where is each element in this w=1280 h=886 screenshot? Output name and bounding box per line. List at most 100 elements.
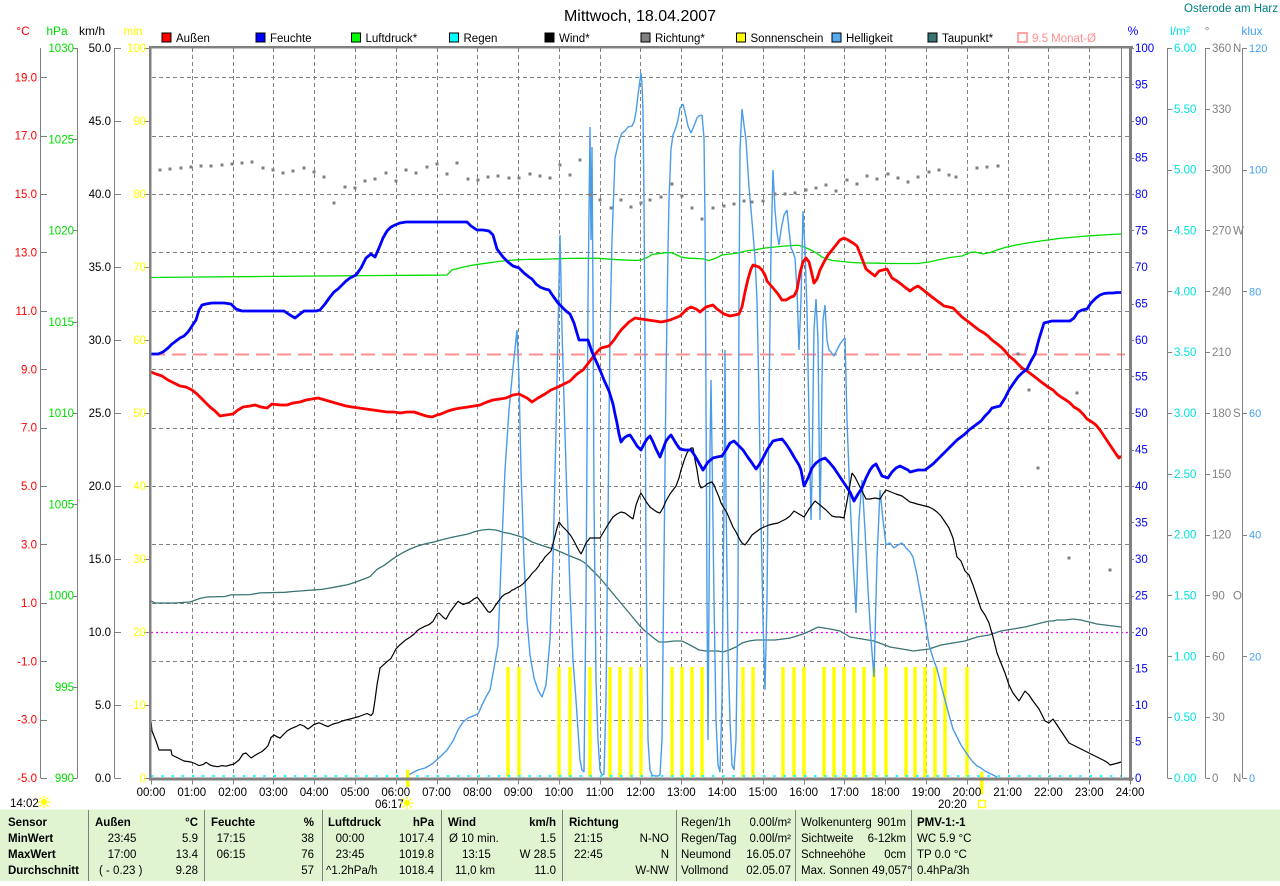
svg-text:10: 10 (1135, 700, 1148, 712)
svg-text:Vollmond: Vollmond (681, 865, 728, 877)
svg-text:5.00: 5.00 (1174, 165, 1196, 177)
svg-text:80: 80 (133, 189, 146, 201)
svg-text:°C: °C (16, 24, 30, 38)
svg-text:Durchschnitt: Durchschnitt (8, 865, 79, 877)
svg-text:3.50: 3.50 (1174, 347, 1196, 359)
svg-text:0.00: 0.00 (1174, 773, 1196, 785)
svg-text:30: 30 (1135, 554, 1148, 566)
svg-text:901m: 901m (877, 817, 906, 829)
svg-text:0.00l/m²: 0.00l/m² (749, 833, 791, 845)
svg-text:330: 330 (1212, 104, 1231, 116)
svg-text:22:00: 22:00 (1034, 787, 1063, 799)
svg-text:01:00: 01:00 (177, 787, 206, 799)
svg-text:4.00: 4.00 (1174, 286, 1196, 298)
svg-text:30: 30 (133, 554, 146, 566)
svg-text:20: 20 (1249, 651, 1261, 663)
svg-text:Mittwoch, 18.04.2007: Mittwoch, 18.04.2007 (564, 8, 716, 25)
svg-text:16:00: 16:00 (789, 787, 818, 799)
svg-text:06:00: 06:00 (381, 787, 410, 799)
svg-text:03:00: 03:00 (259, 787, 288, 799)
svg-text:3.0: 3.0 (21, 540, 37, 552)
svg-text:l/m²: l/m² (1170, 24, 1190, 38)
svg-text:20: 20 (133, 627, 146, 639)
svg-text:TP 0.0 °C: TP 0.0 °C (917, 849, 967, 861)
svg-text:Außen: Außen (176, 33, 210, 45)
svg-text:O: O (1233, 590, 1242, 602)
svg-text:Regen/Tag: Regen/Tag (681, 833, 737, 845)
svg-text:km/h: km/h (79, 24, 105, 38)
svg-text:Taupunkt*: Taupunkt* (942, 33, 994, 45)
svg-text:6-12km: 6-12km (868, 833, 906, 845)
svg-text:70: 70 (1135, 262, 1148, 274)
svg-text:24:00: 24:00 (1116, 787, 1145, 799)
svg-text:06:15: 06:15 (217, 849, 246, 861)
svg-text:08:00: 08:00 (463, 787, 492, 799)
svg-text:11,0 km: 11,0 km (455, 865, 495, 877)
svg-text:65: 65 (1135, 299, 1148, 311)
svg-text:Ø 10 min.: Ø 10 min. (449, 833, 499, 845)
svg-text:S: S (1233, 408, 1241, 420)
svg-text:( - 0.23 ): ( - 0.23 ) (99, 865, 143, 877)
svg-text:23:45: 23:45 (336, 849, 365, 861)
svg-text:100: 100 (1249, 165, 1267, 177)
svg-text:25.0: 25.0 (89, 408, 111, 420)
svg-text:-5.0: -5.0 (17, 773, 37, 785)
svg-text:1020: 1020 (48, 226, 74, 238)
svg-text:2.50: 2.50 (1174, 469, 1196, 481)
svg-text:13:15: 13:15 (462, 849, 491, 861)
svg-text:11.0: 11.0 (15, 306, 37, 318)
svg-text:4.50: 4.50 (1174, 225, 1196, 237)
svg-text:21:15: 21:15 (574, 833, 603, 845)
svg-text:23:45: 23:45 (108, 833, 137, 845)
svg-text:1018.4: 1018.4 (399, 865, 435, 877)
svg-text:11.0: 11.0 (534, 865, 556, 877)
svg-text:1019.8: 1019.8 (399, 849, 434, 861)
svg-text:klux: klux (1241, 24, 1262, 38)
svg-text:0.50: 0.50 (1174, 712, 1196, 724)
svg-text:MaxWert: MaxWert (8, 849, 56, 861)
svg-text:PMV-1:-1: PMV-1:-1 (917, 817, 966, 829)
svg-text:300: 300 (1212, 165, 1231, 177)
svg-text:55: 55 (1135, 372, 1148, 384)
svg-text:60: 60 (133, 335, 146, 347)
svg-text:19:00: 19:00 (912, 787, 941, 799)
svg-text:Wolkenunterg: Wolkenunterg (801, 817, 872, 829)
svg-text:0: 0 (1249, 773, 1255, 785)
svg-text:10:00: 10:00 (545, 787, 574, 799)
svg-text:N-NO: N-NO (640, 833, 669, 845)
svg-text:7.0: 7.0 (21, 423, 37, 435)
svg-text:00:00: 00:00 (336, 833, 365, 845)
svg-text:09:00: 09:00 (504, 787, 533, 799)
svg-text:1.50: 1.50 (1174, 590, 1196, 602)
svg-text:23:00: 23:00 (1075, 787, 1104, 799)
svg-text:04:00: 04:00 (300, 787, 329, 799)
svg-text:100: 100 (1135, 43, 1154, 55)
svg-text:20:20: 20:20 (938, 799, 967, 811)
svg-text:Helligkeit: Helligkeit (846, 33, 893, 45)
svg-text:90: 90 (1212, 590, 1225, 602)
svg-text:60: 60 (1212, 651, 1225, 663)
svg-text:15:00: 15:00 (748, 787, 777, 799)
svg-text:0.00l/m²: 0.00l/m² (749, 817, 791, 829)
svg-text:9.0: 9.0 (21, 364, 37, 376)
svg-text:Schneehöhe: Schneehöhe (801, 849, 866, 861)
svg-text:11:00: 11:00 (586, 787, 614, 799)
svg-text:Außen: Außen (95, 817, 131, 829)
svg-text:0: 0 (1212, 773, 1218, 785)
svg-text:W 28.5: W 28.5 (520, 849, 556, 861)
svg-text:Luftdruck*: Luftdruck* (366, 33, 418, 45)
svg-text:19.0: 19.0 (15, 72, 37, 84)
svg-text:0.4hPa/3h: 0.4hPa/3h (917, 865, 969, 877)
svg-text:16.05.07: 16.05.07 (746, 849, 791, 861)
svg-text:30: 30 (1212, 712, 1225, 724)
svg-text:0.0: 0.0 (95, 773, 111, 785)
svg-text:WC 5.9 °C: WC 5.9 °C (917, 833, 971, 845)
svg-text:5.9: 5.9 (182, 833, 198, 845)
svg-text:5: 5 (1135, 737, 1141, 749)
svg-text:Neumond: Neumond (681, 849, 731, 861)
svg-text:Richtung*: Richtung* (655, 33, 705, 45)
svg-text:5.50: 5.50 (1174, 104, 1196, 116)
svg-text:5.0: 5.0 (21, 481, 37, 493)
svg-text:15.0: 15.0 (15, 189, 37, 201)
svg-text:70: 70 (133, 262, 146, 274)
